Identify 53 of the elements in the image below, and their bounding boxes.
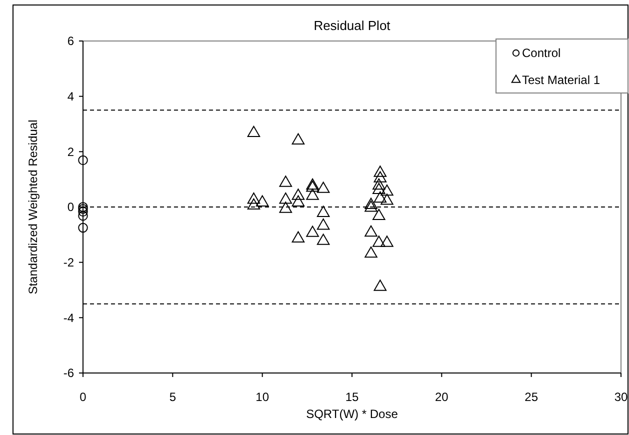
y-tick-label: -4 [63,310,74,325]
point [374,280,387,291]
legend-label: Control [522,46,561,60]
y-tick-label: 2 [67,144,74,159]
point [306,226,319,237]
y-tick-label: 6 [67,34,74,48]
point [372,182,386,194]
point [247,198,260,210]
y-tick-label: -6 [63,366,74,380]
point [279,202,292,213]
point [374,191,387,203]
y-tick-label: -2 [63,256,74,270]
x-tick-label: 15 [345,390,359,404]
x-axis-title: SQRT(W) * Dose [306,407,398,421]
x-tick-label: 10 [256,390,270,404]
x-tick-label: 25 [524,390,538,404]
point [364,246,378,258]
point [292,188,305,200]
point [247,192,260,204]
point [372,208,386,220]
point [364,200,378,212]
point [292,231,305,242]
point [316,234,330,245]
y-axis-title: Standardized Weighted Residual [26,120,40,294]
chart-title: Residual Plot [314,18,391,33]
point [380,194,394,205]
x-tick-label: 5 [169,390,176,404]
y-tick-label: 4 [67,90,74,104]
point [372,178,386,190]
point [372,236,386,247]
point [279,192,292,204]
point [306,178,319,190]
point [306,188,319,200]
point [279,176,292,187]
point [316,206,330,217]
x-tick-label: 0 [80,390,87,404]
point [374,171,387,182]
point [292,195,305,206]
point [316,218,330,230]
point [316,182,330,193]
point [364,198,378,209]
legend-label: Test Material 1 [522,73,600,88]
point [380,236,394,247]
x-tick-label: 20 [434,390,449,404]
x-tick-label: 30 [614,390,628,404]
point [374,166,387,177]
point [380,184,394,196]
point [256,195,269,206]
y-tick-label: 0 [67,200,74,214]
point [247,126,260,138]
point [364,225,378,237]
point [292,133,305,144]
point [306,180,319,192]
